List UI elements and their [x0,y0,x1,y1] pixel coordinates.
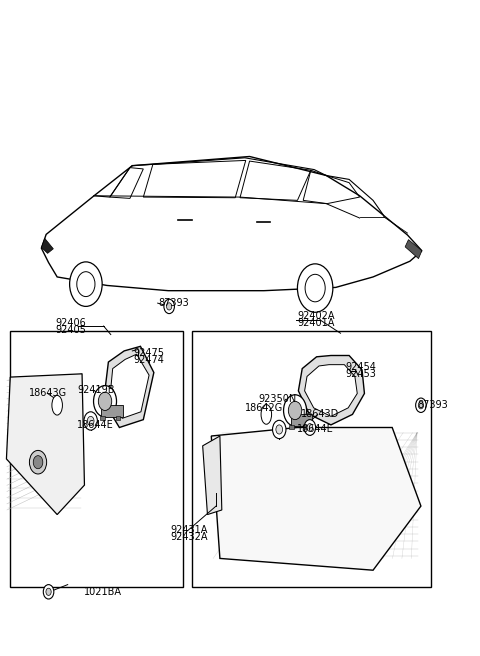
Circle shape [43,584,54,599]
Polygon shape [203,436,222,514]
Polygon shape [41,238,53,253]
Bar [116,416,120,420]
Circle shape [167,303,172,310]
Circle shape [94,386,117,417]
Text: 87393: 87393 [417,400,448,409]
Text: 92475: 92475 [134,348,165,358]
Circle shape [29,451,47,474]
Text: 18643G: 18643G [29,388,68,398]
Circle shape [164,299,174,314]
Text: 92401A: 92401A [298,318,335,329]
Circle shape [77,272,95,297]
Circle shape [70,262,102,306]
Text: 1021BA: 1021BA [84,587,122,597]
Text: 92402A: 92402A [298,311,335,321]
Text: 87393: 87393 [158,298,190,308]
Circle shape [33,456,43,469]
Ellipse shape [261,405,272,424]
Text: 18642G: 18642G [245,403,283,413]
Circle shape [46,588,51,596]
Circle shape [418,401,423,409]
Text: 92474: 92474 [134,355,165,365]
Circle shape [284,395,307,426]
Circle shape [87,417,94,426]
Text: 18643D: 18643D [301,409,339,419]
Bar [192,331,432,586]
Text: 92432A: 92432A [170,532,208,542]
Polygon shape [110,354,149,419]
Circle shape [273,420,286,439]
Circle shape [288,401,302,420]
Text: 92431A: 92431A [170,525,208,535]
Polygon shape [104,346,154,428]
Polygon shape [405,239,422,258]
Bar [291,415,312,426]
Circle shape [298,264,333,312]
Text: 92405: 92405 [56,325,86,335]
Polygon shape [6,374,84,514]
Circle shape [84,412,97,430]
Bar [100,416,105,420]
Polygon shape [305,365,357,417]
Circle shape [304,420,316,436]
Bar [305,425,310,429]
Ellipse shape [52,396,62,415]
Bar [289,425,294,429]
Circle shape [276,425,283,434]
Circle shape [416,398,426,413]
Circle shape [98,392,112,411]
Text: 92453: 92453 [345,369,376,379]
Circle shape [305,274,325,302]
Text: 92406: 92406 [56,318,86,328]
Text: 18644E: 18644E [77,420,114,430]
Text: 92419B: 92419B [77,385,115,395]
Polygon shape [299,356,364,425]
Bar [101,405,123,417]
Text: 18644E: 18644E [297,424,333,434]
Text: 92350N: 92350N [258,394,297,403]
Polygon shape [211,428,421,570]
Text: 92454: 92454 [345,362,376,372]
Bar [10,331,182,586]
Circle shape [307,424,313,432]
